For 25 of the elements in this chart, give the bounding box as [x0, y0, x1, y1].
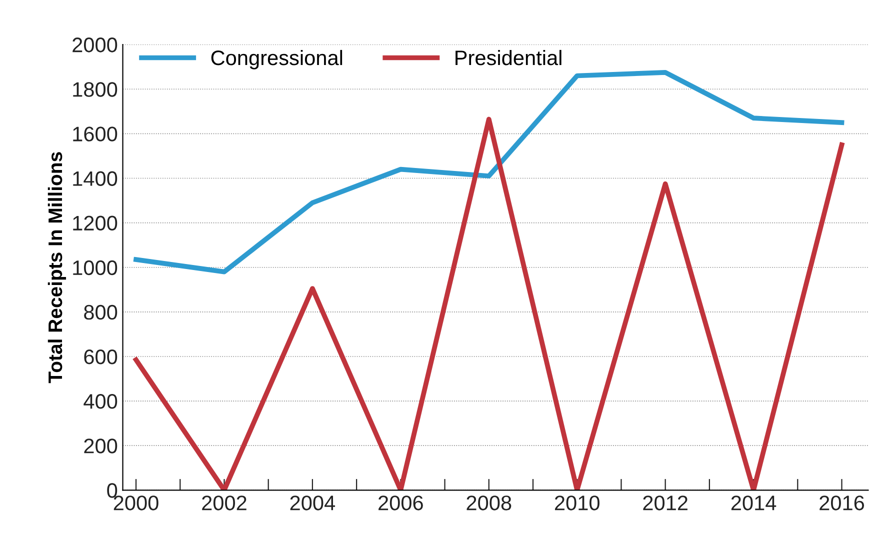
y-tick-label: 400	[84, 394, 118, 409]
y-tick-label: 200	[84, 438, 118, 454]
y-tick-label: 600	[84, 349, 118, 364]
legend-label: Congressional	[211, 50, 342, 70]
x-tick-label: 2008	[466, 496, 512, 510]
x-tick-label: 2002	[202, 496, 246, 510]
y-tick-label: 800	[84, 304, 118, 320]
x-tick-label: 2014	[731, 496, 776, 510]
x-tick-label: 2016	[820, 496, 864, 510]
legend-label: Presidential	[456, 50, 562, 66]
y-axis-title: Total Receipts In Millions	[48, 152, 66, 384]
y-tick-label: 1400	[73, 171, 118, 186]
y-tick-label: 1800	[73, 82, 118, 97]
y-tick-label: 0	[107, 483, 118, 498]
x-tick-label: 2010	[554, 496, 600, 510]
x-tick-label: 2006	[378, 496, 423, 510]
x-tick-label: 2012	[643, 496, 688, 510]
y-tick-label: 1200	[73, 216, 118, 231]
line-series	[134, 70, 844, 274]
x-tick-label: 2004	[290, 496, 336, 510]
y-tick-label: 2000	[72, 38, 118, 52]
x-tick-label: 2000	[114, 496, 158, 510]
y-tick-label: 1000	[73, 260, 118, 276]
line-series	[134, 116, 844, 490]
y-tick-label: 1600	[73, 126, 118, 142]
